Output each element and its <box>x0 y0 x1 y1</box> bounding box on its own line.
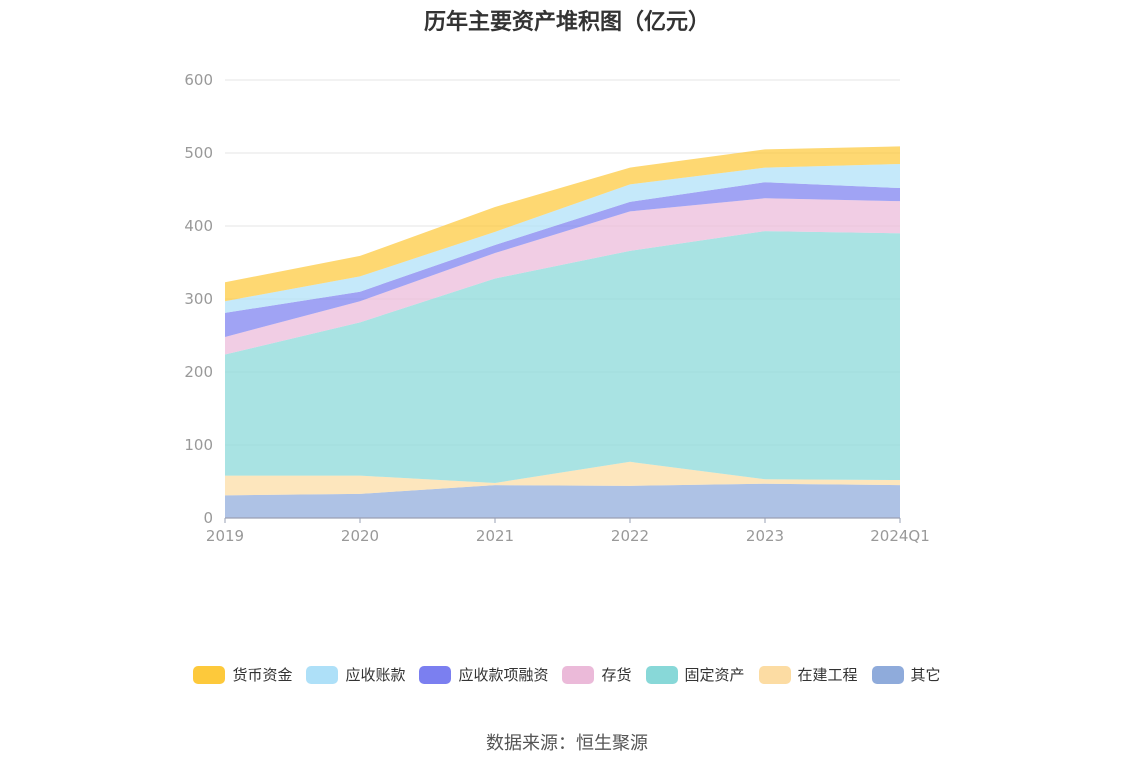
area-series-1 <box>225 461 900 496</box>
legend-item[interactable]: 货币资金 <box>193 664 292 685</box>
legend-item[interactable]: 其它 <box>871 664 941 685</box>
legend-swatch <box>562 665 595 684</box>
legend-swatch <box>193 665 226 684</box>
chart-title: 历年主要资产堆积图（亿元） <box>423 10 710 35</box>
legend-swatch <box>871 665 904 684</box>
area-series-6 <box>225 146 900 302</box>
legend-item[interactable]: 固定资产 <box>645 664 745 685</box>
legend-swatch <box>645 665 678 684</box>
x-tick-label: 2020 <box>341 527 379 545</box>
area-series-3 <box>225 198 900 355</box>
y-tick-label: 400 <box>184 217 213 235</box>
legend-label: 应收账款 <box>345 666 406 684</box>
legend-label: 其它 <box>910 666 941 684</box>
y-tick-label: 100 <box>184 436 213 454</box>
y-tick-label: 600 <box>184 71 213 89</box>
y-tick-label: 0 <box>203 509 213 527</box>
area-series-0 <box>225 483 900 518</box>
area-series-5 <box>225 163 900 313</box>
legend-label: 存货 <box>601 666 632 684</box>
x-tick-label: 2022 <box>611 527 649 545</box>
stacked-area-chart: 0 100 200 300 400 500 600 2019 2020 2021 2022 2023 2… <box>184 71 930 545</box>
y-tick-label: 200 <box>184 363 213 381</box>
y-tick-label: 500 <box>184 144 213 162</box>
x-tick-label: 2024Q1 <box>870 527 930 545</box>
x-tick-label: 2023 <box>746 527 784 545</box>
y-tick-label: 300 <box>184 290 213 308</box>
x-tick-label: 2019 <box>206 527 244 545</box>
legend-swatch <box>419 665 452 684</box>
legend-label: 固定资产 <box>684 666 745 684</box>
area-series-2 <box>225 231 900 483</box>
legend-item[interactable]: 在建工程 <box>758 664 858 685</box>
legend-label: 货币资金 <box>232 666 293 684</box>
chart-legend: 货币资金 应收账款 应收款项融资 存货 固定资产 在建工程 其它 <box>0 664 1134 685</box>
legend-item[interactable]: 应收账款 <box>306 664 405 685</box>
data-source-note: 数据来源：恒生聚源 <box>486 733 648 754</box>
legend-label: 在建工程 <box>797 666 858 684</box>
area-series-4 <box>225 182 900 337</box>
legend-label: 应收款项融资 <box>458 666 549 684</box>
legend-swatch <box>758 665 791 684</box>
legend-item[interactable]: 应收款项融资 <box>419 664 548 685</box>
x-tick-label: 2021 <box>476 527 514 545</box>
legend-item[interactable]: 存货 <box>562 664 632 685</box>
legend-swatch <box>306 665 339 684</box>
